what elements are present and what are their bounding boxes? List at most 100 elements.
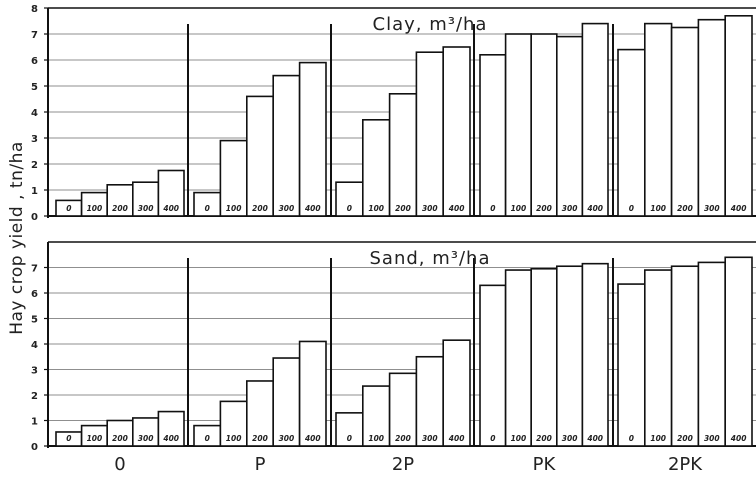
bar [246, 380, 275, 447]
bar [670, 265, 700, 447]
bar [697, 18, 727, 217]
dose-label: 200 [395, 434, 411, 443]
dose-label: 200 [252, 434, 268, 443]
x-category-label: 2PK [668, 454, 703, 475]
dose-label: 0 [66, 204, 71, 213]
dose-label: 100 [226, 434, 242, 443]
dose-label: 0 [205, 434, 210, 443]
bar [335, 181, 364, 217]
bar [504, 269, 533, 447]
bar [724, 15, 753, 217]
dose-label: 0 [347, 434, 352, 443]
bar [298, 61, 327, 217]
dose-label: 200 [536, 434, 552, 443]
bar [643, 22, 673, 217]
bar [106, 419, 134, 447]
dose-label: 100 [226, 204, 242, 213]
dose-label: 100 [511, 204, 527, 213]
dose-label: 400 [449, 434, 465, 443]
bar [442, 339, 471, 447]
bar [157, 410, 185, 447]
y-tick-label: 5 [31, 82, 38, 93]
bar [530, 267, 558, 447]
dose-label: 300 [562, 434, 578, 443]
bar [670, 26, 700, 217]
bar [555, 35, 584, 217]
bar [388, 372, 418, 447]
dose-label: 100 [87, 434, 103, 443]
x-category-label: 0 [114, 454, 125, 475]
dose-label: 200 [252, 204, 268, 213]
bar [361, 119, 391, 217]
bar [724, 256, 753, 447]
dose-label: 100 [650, 434, 666, 443]
dose-label: 0 [629, 434, 634, 443]
bar [442, 46, 471, 217]
panel-title: Sand, m³/ha [370, 248, 491, 269]
dose-label: 400 [587, 204, 603, 213]
y-tick-label: 2 [31, 391, 38, 402]
dose-label: 100 [511, 434, 527, 443]
dose-label: 300 [279, 434, 295, 443]
dose-label: 200 [395, 204, 411, 213]
y-tick-label: 0 [31, 442, 38, 453]
bar [272, 357, 301, 447]
bar [298, 340, 327, 447]
y-tick-label: 4 [31, 340, 38, 351]
dose-label: 300 [422, 204, 438, 213]
bar [581, 22, 609, 217]
bar [697, 261, 727, 447]
dose-label: 100 [368, 204, 384, 213]
y-tick-label: 6 [31, 289, 38, 300]
dose-label: 0 [347, 204, 352, 213]
dose-label: 100 [368, 434, 384, 443]
bar [361, 385, 391, 447]
bar [479, 53, 507, 217]
dose-label: 100 [87, 204, 103, 213]
bar [246, 95, 275, 217]
dose-label: 200 [536, 204, 552, 213]
y-tick-label: 1 [31, 417, 38, 428]
dose-label: 0 [66, 434, 71, 443]
bar [530, 33, 558, 217]
dose-label: 400 [587, 434, 603, 443]
bar [132, 417, 160, 447]
dose-label: 200 [677, 434, 693, 443]
y-tick-label: 4 [31, 108, 38, 119]
dose-label: 300 [562, 204, 578, 213]
y-tick-label: 8 [31, 4, 38, 15]
bar [415, 355, 444, 447]
dose-label: 400 [163, 204, 179, 213]
bar [617, 48, 646, 217]
x-category-label: P [255, 454, 266, 475]
dose-label: 400 [731, 204, 747, 213]
dose-label: 0 [205, 204, 210, 213]
dose-label: 300 [138, 204, 154, 213]
panel-title: Clay, m³/ha [373, 14, 488, 35]
dose-label: 200 [677, 204, 693, 213]
dose-label: 100 [650, 204, 666, 213]
y-tick-label: 3 [31, 134, 38, 145]
bar [479, 284, 507, 447]
dose-label: 0 [490, 434, 495, 443]
x-category-label: 2P [392, 454, 414, 475]
y-tick-label: 5 [31, 315, 38, 326]
bar [617, 283, 646, 447]
y-axis-label: Hay crop yield , tn/ha [7, 141, 27, 335]
dose-label: 300 [704, 204, 720, 213]
y-tick-label: 7 [31, 264, 38, 275]
y-tick-label: 1 [31, 186, 38, 197]
bar [555, 265, 584, 447]
bar [643, 269, 673, 447]
bar [272, 74, 301, 217]
dose-label: 0 [490, 204, 495, 213]
y-tick-label: 3 [31, 366, 38, 377]
y-tick-label: 0 [31, 212, 38, 223]
dose-label: 200 [112, 434, 128, 443]
bar [415, 51, 444, 217]
y-tick-label: 2 [31, 160, 38, 171]
dose-label: 400 [731, 434, 747, 443]
y-tick-label: 6 [31, 56, 38, 67]
